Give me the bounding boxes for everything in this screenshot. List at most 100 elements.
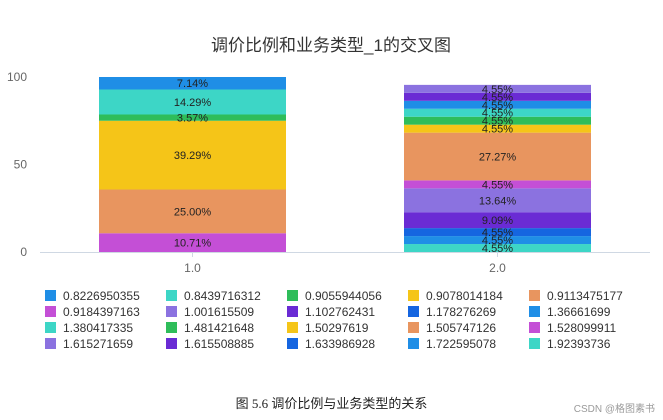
legend-label: 1.722595078 (426, 337, 496, 351)
segment-value-label: 3.57% (177, 113, 208, 125)
stacked-bar-chart: 调价比例和业务类型_1的交叉图 0 50 100 1.0 2.0 10.71% 25.00… (7, 36, 650, 351)
bar-segment (99, 89, 286, 115)
legend-swatch (529, 338, 540, 349)
figure-caption: 图 5.6 调价比例与业务类型的关系 (235, 396, 428, 411)
bar-segment (404, 84, 591, 93)
segment-value-label: 39.29% (174, 150, 212, 162)
segment-value-label: 27.27% (479, 152, 517, 164)
bar-segment (404, 236, 591, 245)
bar-segment (99, 114, 286, 121)
legend-label: 0.9055944056 (305, 289, 382, 303)
y-axis: 0 50 100 1.0 2.0 (7, 70, 650, 275)
segment-value-label: 4.55% (482, 243, 513, 255)
bar-segment (404, 228, 591, 237)
legend-item: 1.505747126 (408, 321, 496, 335)
legend-swatch (287, 338, 298, 349)
x-tick-label: 2.0 (489, 261, 506, 275)
legend-swatch (529, 306, 540, 317)
y-tick-label: 100 (7, 70, 27, 84)
legend-label: 1.178276269 (426, 305, 496, 319)
legend-label: 0.8439716312 (184, 289, 261, 303)
legend-item: 1.481421648 (166, 321, 254, 335)
y-tick-label: 0 (20, 245, 27, 259)
segment-value-label: 4.55% (482, 179, 513, 191)
legend-swatch (408, 338, 419, 349)
y-tick-label: 50 (14, 158, 28, 172)
legend-item: 1.50297619 (287, 321, 369, 335)
bar-segment (404, 180, 591, 189)
bar-segment (404, 212, 591, 229)
legend-item: 1.722595078 (408, 337, 496, 351)
legend-item: 1.633986928 (287, 337, 375, 351)
legend-item: 1.528099911 (529, 321, 617, 335)
legend-label: 1.50297619 (305, 321, 369, 335)
legend-swatch (287, 306, 298, 317)
legend-item: 0.9113475177 (529, 289, 623, 303)
legend-swatch (166, 338, 177, 349)
legend-swatch (287, 290, 298, 301)
legend-swatch (166, 306, 177, 317)
segment-value-label: 10.71% (174, 238, 212, 250)
legend-item: 0.9055944056 (287, 289, 382, 303)
legend-item: 1.615271659 (45, 337, 133, 351)
bar-segment (404, 108, 591, 117)
legend-swatch (408, 322, 419, 333)
bar-segment (99, 189, 286, 234)
segment-value-label: 13.64% (479, 195, 517, 207)
legend-label: 1.481421648 (184, 321, 254, 335)
legend-label: 1.92393736 (547, 337, 611, 351)
legend-label: 0.8226950355 (63, 289, 140, 303)
bar-segment (404, 244, 591, 252)
legend-swatch (166, 322, 177, 333)
legend-label: 1.380417335 (63, 321, 133, 335)
bar-segment (99, 233, 286, 252)
legend-label: 1.001615509 (184, 305, 254, 319)
legend-swatch (287, 322, 298, 333)
legend-item: 0.8226950355 (45, 289, 140, 303)
segment-value-label: 4.55% (482, 92, 513, 104)
segment-value-label: 4.55% (482, 124, 513, 136)
legend-label: 1.528099911 (547, 321, 617, 335)
segment-value-label: 4.55% (482, 235, 513, 247)
legend-item: 0.9184397163 (45, 305, 140, 319)
segment-value-label: 4.55% (482, 100, 513, 112)
legend-item: 1.380417335 (45, 321, 133, 335)
segment-value-label: 4.55% (482, 108, 513, 120)
legend-swatch (529, 290, 540, 301)
legend-swatch (166, 290, 177, 301)
segment-value-label: 4.55% (482, 227, 513, 239)
bar-segment (99, 120, 286, 190)
legend-label: 1.615271659 (63, 337, 133, 351)
legend-label: 1.633986928 (305, 337, 375, 351)
legend-swatch (408, 306, 419, 317)
segment-value-label: 7.14% (177, 78, 208, 90)
segment-labels: 10.71%25.00%39.29%3.57%14.29%7.14%4.55%4… (174, 78, 517, 255)
segment-value-label: 25.00% (174, 206, 212, 218)
legend-swatch (45, 338, 56, 349)
bar-segment (404, 100, 591, 109)
bar-segment (404, 124, 591, 133)
bar-segment (404, 132, 591, 181)
segment-value-label: 14.29% (174, 97, 212, 109)
legend-label: 1.505747126 (426, 321, 496, 335)
segment-value-label: 4.55% (482, 84, 513, 96)
bar-segment (404, 116, 591, 125)
bars (99, 77, 591, 252)
legend-item: 0.8439716312 (166, 289, 261, 303)
segment-value-label: 9.09% (482, 215, 513, 227)
legend-item: 1.001615509 (166, 305, 254, 319)
legend-item: 1.92393736 (529, 337, 611, 351)
legend-item: 1.36661699 (529, 305, 611, 319)
legend-item: 1.615508885 (166, 337, 254, 351)
legend-label: 1.102762431 (305, 305, 375, 319)
legend: 0.8226950355 0.8439716312 0.9055944056 0.90… (45, 289, 623, 351)
legend-label: 0.9184397163 (63, 305, 140, 319)
legend-item: 0.9078014184 (408, 289, 503, 303)
legend-label: 1.36661699 (547, 305, 611, 319)
chart-title: 调价比例和业务类型_1的交叉图 (211, 36, 451, 55)
legend-swatch (45, 290, 56, 301)
bar-segment (99, 77, 286, 90)
watermark: CSDN @格图素书 (573, 404, 655, 415)
legend-label: 0.9078014184 (426, 289, 503, 303)
x-tick-label: 1.0 (184, 261, 201, 275)
